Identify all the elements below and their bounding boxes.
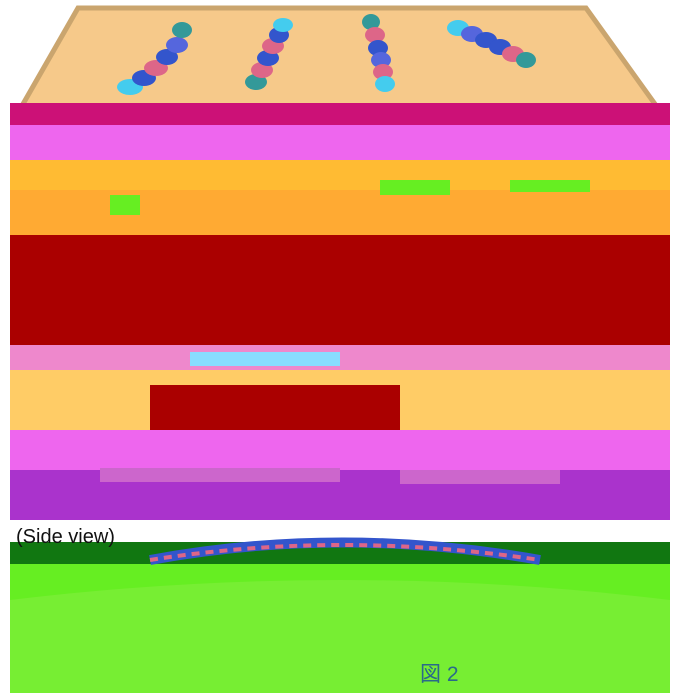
bead-chain-3 xyxy=(362,14,395,92)
figure-label: 図 2 xyxy=(420,663,459,686)
bead-chain-4 xyxy=(447,20,536,68)
tray-illustration xyxy=(10,5,670,121)
corrupted-stripe-region xyxy=(10,103,670,520)
bead-chain-1 xyxy=(117,22,192,95)
bead-chain-2 xyxy=(245,18,293,90)
side-view-label: (Side view) xyxy=(16,526,115,548)
side-view-illustration xyxy=(10,537,670,693)
